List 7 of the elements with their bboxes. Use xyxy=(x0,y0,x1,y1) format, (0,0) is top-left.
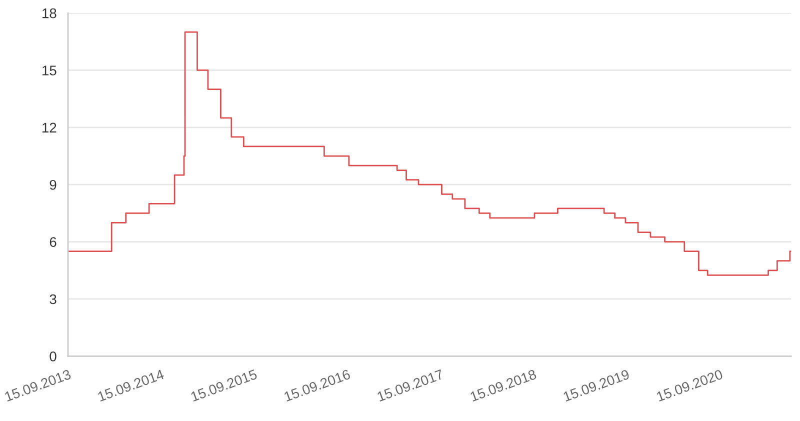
y-tick-label: 18 xyxy=(42,8,56,18)
y-tick-label: 6 xyxy=(50,237,56,247)
y-tick-label: 9 xyxy=(50,180,56,190)
y-tick-label: 3 xyxy=(50,294,56,304)
y-tick-label: 15 xyxy=(42,66,56,76)
y-tick-label: 12 xyxy=(42,122,56,132)
y-tick-label: 0 xyxy=(50,352,56,362)
